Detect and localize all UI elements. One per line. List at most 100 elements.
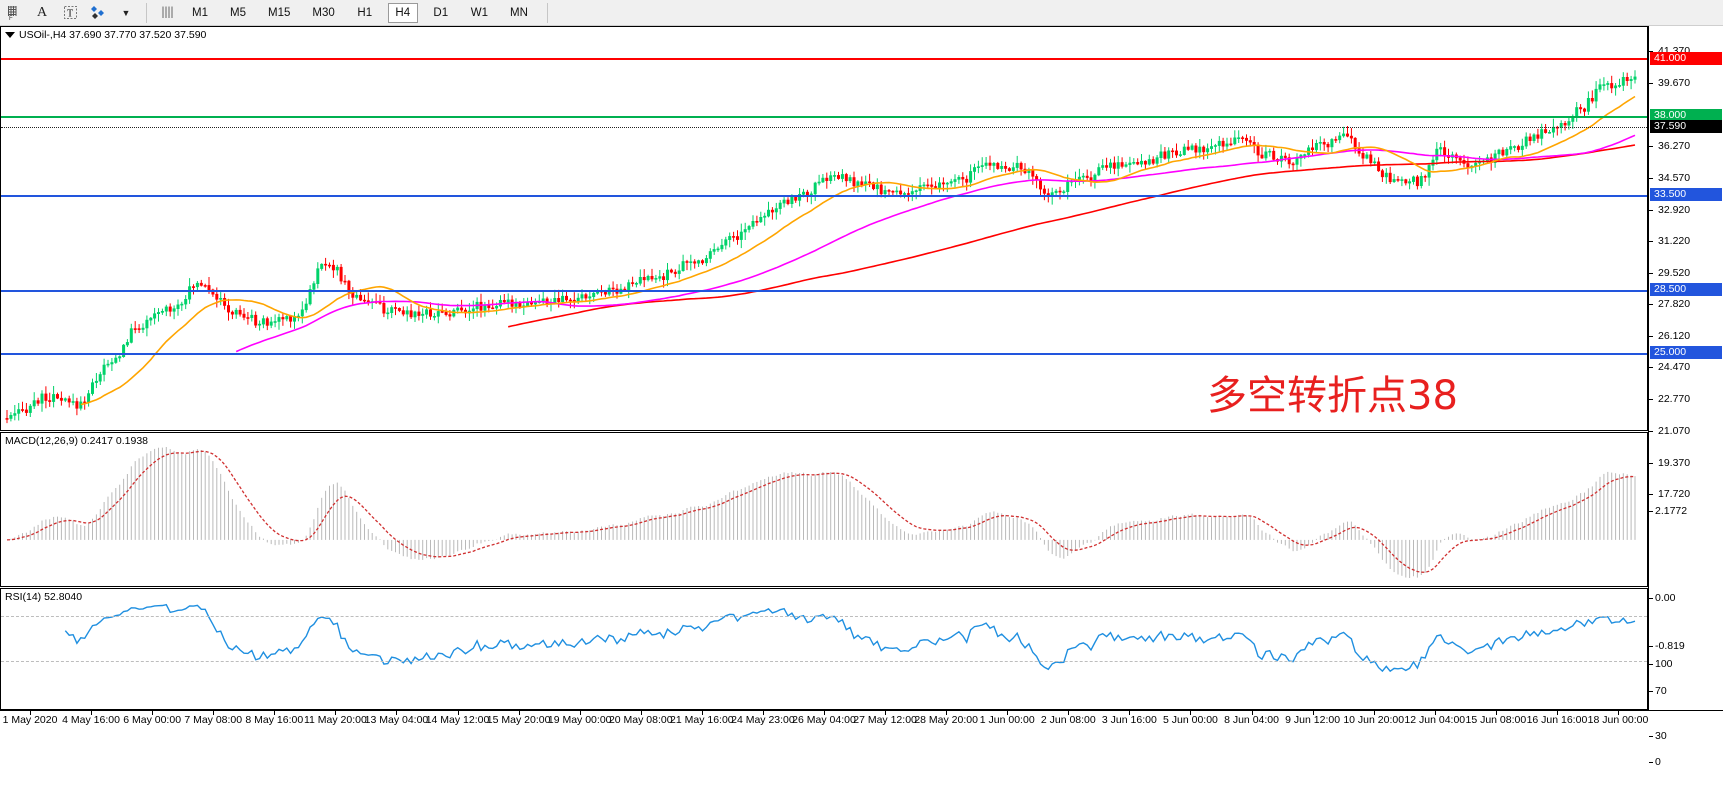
rsi-band-30	[1, 661, 1647, 662]
time-tick-6	[396, 711, 398, 715]
level-line-41[interactable]	[1, 58, 1647, 60]
time-tick-3	[213, 711, 215, 715]
time-tick-13	[824, 711, 825, 715]
svg-text:F: F	[9, 16, 13, 20]
rsi-pane-inner	[1, 589, 1647, 709]
price-tick-17_720: 17.720	[1649, 488, 1723, 501]
time-tick-24	[1495, 711, 1497, 715]
time-label-24: 15 Jun 08:00	[1465, 714, 1527, 726]
price-axis[interactable]: 41.370 41.000 39.670 38.000 37.590 36.270 34.5…	[1648, 26, 1723, 768]
time-label-1: 4 May 16:00	[62, 714, 120, 726]
period-separator-icon[interactable]	[154, 2, 180, 24]
time-tick-5	[335, 711, 337, 715]
time-label-23: 12 Jun 04:00	[1404, 714, 1466, 726]
rsi-series-canvas	[64, 603, 1636, 673]
timeframe-w1[interactable]: W1	[470, 6, 488, 19]
timeframe-h4[interactable]: H4	[387, 2, 418, 23]
timeframe-m1[interactable]: M1	[192, 6, 208, 19]
macd-pane-inner	[1, 433, 1647, 586]
price-tick-19_370: 19.370	[1649, 457, 1723, 470]
time-label-16: 1 Jun 00:00	[979, 714, 1035, 726]
time-label-4: 8 May 16:00	[245, 714, 304, 726]
price-tick-34_570: 34.570	[1649, 172, 1723, 185]
time-tick-9	[579, 711, 581, 715]
time-tick-10	[640, 711, 642, 715]
price-tick-32_920: 32.920	[1649, 204, 1723, 217]
text-label-icon[interactable]: T	[57, 2, 83, 24]
level-line-25[interactable]	[1, 353, 1647, 355]
price-pane-inner: 多空转折点38	[1, 27, 1647, 430]
price-tick-29_520: 29.520	[1649, 267, 1723, 280]
collapse-triangle-icon[interactable]	[5, 32, 15, 38]
price-badge-33-500[interactable]: 33.500	[1650, 188, 1722, 201]
timeframe-m15[interactable]: M15	[268, 6, 291, 19]
price-tick-27_820: 27.820	[1649, 298, 1723, 311]
time-tick-18	[1129, 711, 1131, 715]
time-tick-11	[701, 711, 703, 715]
price-tick-100: 100	[1649, 658, 1723, 671]
price-chart-pane[interactable]: 多空转折点38 USOil-,H4 37.690 37.770 37.520 3…	[0, 26, 1648, 431]
level-line-33-5[interactable]	[1, 195, 1647, 197]
time-label-17: 2 Jun 08:00	[1040, 714, 1096, 726]
svg-text:T: T	[67, 9, 73, 20]
time-label-8: 15 May 20:00	[486, 714, 551, 726]
level-line-38[interactable]	[1, 116, 1647, 118]
price-tick-21_070: 21.070	[1649, 425, 1723, 438]
macd-pane[interactable]: MACD(12,26,9) 0.2417 0.1938	[0, 432, 1648, 587]
macd-series-canvas	[6, 447, 1636, 578]
price-tick-30: 30	[1649, 730, 1723, 743]
crosshair-f-icon[interactable]: F	[1, 2, 27, 24]
price-badge-25-000[interactable]: 25.000	[1650, 346, 1722, 359]
chart-annotation-text[interactable]: 多空转折点38	[1207, 373, 1458, 419]
price-tick-39_670: 39.670	[1649, 77, 1723, 90]
chart-area[interactable]: 多空转折点38 USOil-,H4 37.690 37.770 37.520 3…	[0, 26, 1723, 796]
time-label-21: 9 Jun 12:00	[1285, 714, 1341, 726]
symbol-info-label: USOil-,H4 37.690 37.770 37.520 37.590	[5, 29, 206, 41]
time-tick-15	[946, 711, 948, 715]
drawing-objects-icon[interactable]	[85, 2, 111, 24]
time-label-14: 27 May 12:00	[853, 714, 917, 726]
time-label-22: 10 Jun 20:00	[1343, 714, 1405, 726]
symbol-info-text: USOil-,H4 37.690 37.770 37.520 37.590	[19, 29, 207, 41]
price-badge-38-000[interactable]: 38.000	[1650, 109, 1722, 122]
time-axis[interactable]: 1 May 2020 4 May 16:00 6 May 00:00 7 May 08…	[0, 710, 1723, 732]
time-tick-7	[457, 711, 459, 715]
time-label-10: 20 May 08:00	[608, 714, 673, 726]
toolbar-divider	[146, 2, 147, 23]
toolbar-divider-2	[546, 2, 548, 23]
price-tick-31_220: 31.220	[1649, 235, 1723, 248]
timeframe-d1[interactable]: D1	[433, 6, 449, 19]
timeframe-group: M1 M5 M15 M30 H1 H4 D1 W1 MN	[181, 2, 539, 23]
timeframe-m30[interactable]: M30	[312, 6, 335, 19]
time-tick-1	[91, 711, 93, 715]
timeframe-h1[interactable]: H1	[357, 6, 373, 19]
chevron-down-icon[interactable]: ▼	[121, 7, 131, 18]
price-badge-28-500[interactable]: 28.500	[1650, 283, 1722, 296]
text-a-icon[interactable]: A	[36, 4, 48, 20]
price-tick-24_470: 24.470	[1649, 361, 1723, 374]
price-tick-2_1772: 2.1772	[1649, 505, 1723, 518]
time-tick-17	[1068, 711, 1070, 715]
rsi-label: RSI(14) 52.8040	[5, 591, 83, 603]
timeframe-mn[interactable]: MN	[510, 6, 528, 19]
time-label-26: 18 Jun 00:00	[1587, 714, 1649, 726]
time-tick-23	[1434, 711, 1436, 715]
price-tick-22_770: 22.770	[1649, 393, 1723, 406]
timeframe-m5[interactable]: M5	[230, 6, 246, 19]
price-tick-_0_819: -0.819	[1649, 640, 1723, 653]
time-label-6: 13 May 04:00	[364, 714, 429, 726]
time-tick-2	[152, 711, 154, 715]
time-label-18: 3 Jun 16:00	[1101, 714, 1157, 726]
time-tick-16	[1007, 711, 1009, 715]
price-series-canvas	[5, 70, 1637, 424]
time-label-9: 19 May 00:00	[547, 714, 612, 726]
level-line-28-5[interactable]	[1, 290, 1647, 292]
time-label-13: 26 May 04:00	[792, 714, 856, 726]
macd-label: MACD(12,26,9) 0.2417 0.1938	[5, 435, 149, 447]
time-label-5: 11 May 20:00	[303, 714, 367, 726]
price-badge-41-000[interactable]: 41.000	[1650, 52, 1722, 65]
price-badge-37-590[interactable]: 37.590	[1650, 120, 1722, 133]
rsi-pane[interactable]: RSI(14) 52.8040	[0, 588, 1648, 710]
price-tick-26_120: 26.120	[1649, 330, 1723, 343]
